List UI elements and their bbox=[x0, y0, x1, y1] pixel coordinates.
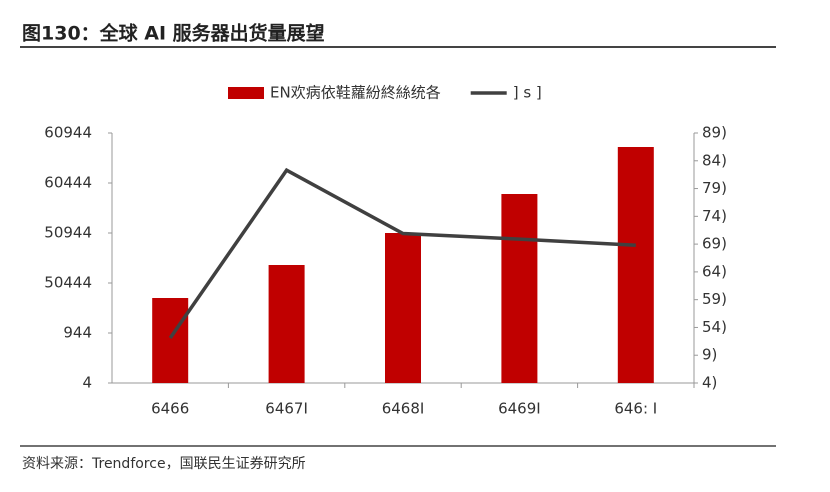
chart-title: 图130：全球 AI 服务器出货量展望 bbox=[22, 22, 325, 45]
bar bbox=[617, 147, 654, 383]
y2-tick-label: 9) bbox=[702, 346, 717, 364]
y2-tick-label: 54) bbox=[702, 318, 727, 336]
y2-tick-label: 89) bbox=[702, 124, 727, 142]
y2-tick-label: 84) bbox=[702, 151, 727, 169]
y2-tick-label: 74) bbox=[702, 207, 727, 225]
legend-label: ] s ] bbox=[513, 84, 542, 102]
x-tick-label: 6467I bbox=[265, 400, 308, 418]
y-tick-label: 50444 bbox=[44, 274, 92, 292]
line bbox=[168, 167, 636, 339]
legend-swatch bbox=[228, 87, 264, 99]
y2-tick-label: 69) bbox=[702, 235, 727, 253]
y-tick-label: 60944 bbox=[44, 124, 92, 142]
y2-tick-label: 79) bbox=[702, 179, 727, 197]
bar bbox=[501, 194, 538, 383]
source: 资料来源：Trendforce，国联民生证券研究所 bbox=[22, 456, 306, 472]
x-tick-label: 6468I bbox=[382, 400, 425, 418]
legend-label: EΝ欢病依鞋蘿紛終絲统各 bbox=[270, 84, 441, 102]
y-tick-label: 60444 bbox=[44, 174, 92, 192]
bar bbox=[268, 265, 305, 383]
y2-tick-label: 4) bbox=[702, 374, 717, 392]
y-tick-label: 4 bbox=[82, 374, 92, 392]
x-tick-label: 646: I bbox=[614, 400, 657, 418]
y2-tick-label: 59) bbox=[702, 290, 727, 308]
x-tick-label: 6469I bbox=[498, 400, 541, 418]
y2-tick-label: 64) bbox=[702, 262, 727, 280]
x-tick-label: 6466 bbox=[151, 400, 189, 418]
y-tick-label: 50944 bbox=[44, 224, 92, 242]
bar bbox=[385, 233, 421, 383]
y-tick-label: 944 bbox=[63, 324, 92, 342]
bar bbox=[152, 298, 189, 383]
